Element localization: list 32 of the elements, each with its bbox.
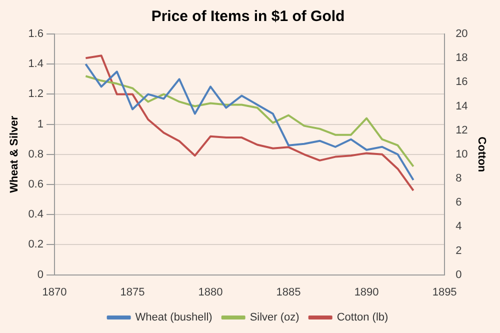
y2-axis-title: Cotton (475, 136, 488, 172)
y-tick-label: 1.4 (28, 58, 44, 70)
x-tick-label: 1875 (120, 286, 145, 298)
y-tick-label: 1.6 (28, 28, 44, 40)
legend-label: Wheat (bushell) (135, 312, 212, 324)
y2-tick-label: 10 (456, 148, 468, 160)
y2-tick-label: 14 (456, 100, 468, 112)
y2-tick-label: 8 (456, 172, 462, 185)
y2-tick-label: 16 (456, 76, 468, 88)
y-tick-label: 1.2 (28, 88, 44, 100)
legend-label: Silver (oz) (250, 312, 300, 324)
x-tick-label: 1895 (432, 286, 457, 298)
y2-tick-label: 2 (456, 244, 462, 257)
y2-tick-label: 0 (456, 268, 462, 281)
y-tick-label: 0.2 (28, 238, 44, 251)
y2-tick-label: 12 (456, 124, 468, 136)
chart-title: Price of Items in $1 of Gold (151, 8, 345, 26)
y-tick-label: 0.6 (28, 178, 44, 191)
y-tick-label: 0 (37, 268, 44, 281)
x-tick-label: 1885 (276, 286, 301, 298)
y2-tick-label: 18 (456, 52, 468, 64)
y-tick-label: 0.8 (28, 148, 44, 160)
y2-tick-label: 20 (456, 28, 468, 40)
x-tick-label: 1890 (354, 286, 379, 298)
y2-tick-label: 6 (456, 196, 462, 209)
legend-label: Cotton (lb) (336, 312, 388, 324)
x-tick-label: 1870 (42, 286, 67, 298)
y-tick-label: 1 (37, 118, 44, 130)
y2-tick-label: 4 (456, 220, 462, 233)
y-tick-label: 0.4 (28, 208, 44, 221)
x-tick-label: 1880 (198, 286, 223, 298)
y-axis-title: Wheat & Silver (8, 115, 21, 193)
